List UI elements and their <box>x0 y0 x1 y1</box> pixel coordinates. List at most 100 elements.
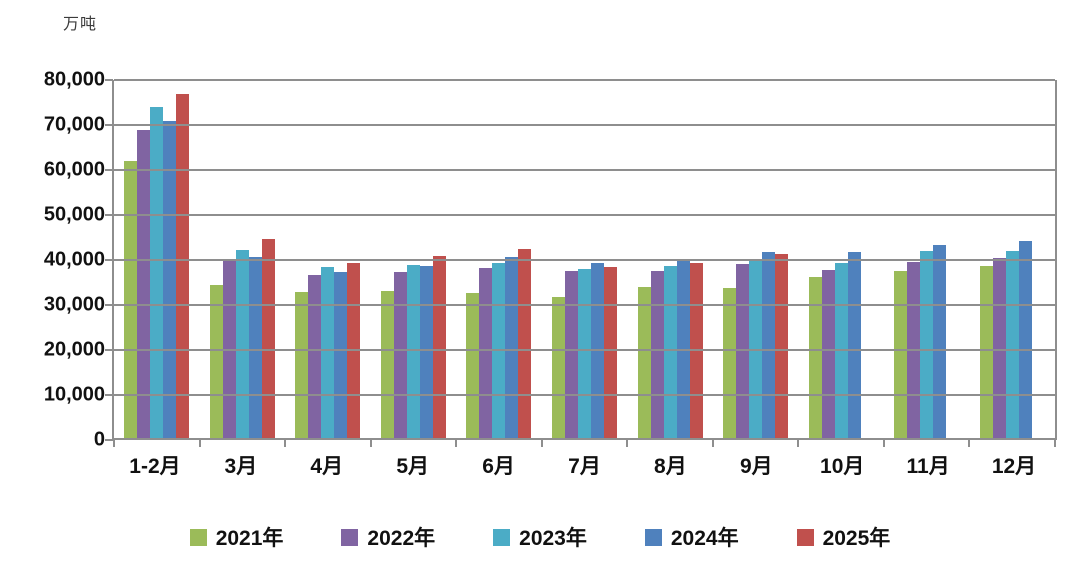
bar-2024年-4月 <box>334 271 348 438</box>
y-axis-label: 70,000 <box>43 113 105 136</box>
y-axis-tick <box>105 259 113 261</box>
bar-2021年-6月 <box>466 292 480 438</box>
legend-label: 2023年 <box>519 527 587 550</box>
bar-2025年-1-2月 <box>176 93 190 438</box>
x-axis-tick <box>711 439 714 447</box>
bar-2023年-7月 <box>578 268 591 438</box>
y-axis-tick <box>105 439 113 441</box>
legend: 2021年 2022年 2023年 2024年 2025年 <box>0 522 1080 552</box>
bar-2021年-8月 <box>637 286 651 438</box>
gridline <box>114 259 1055 261</box>
bar-2022年-5月 <box>393 272 407 438</box>
y-axis-label: 10,000 <box>43 383 105 406</box>
y-axis-label: 20,000 <box>43 338 105 361</box>
bar-2025年-3月 <box>261 239 275 438</box>
x-axis-tick <box>797 439 800 447</box>
bar-2022年-9月 <box>736 264 750 438</box>
legend-swatch-icon <box>341 528 359 546</box>
x-axis-label-10月: 10月 <box>820 455 865 478</box>
bar-2023年-4月 <box>321 266 335 438</box>
y-axis-label: 30,000 <box>43 293 105 316</box>
gridline <box>114 394 1055 396</box>
bar-2022年-6月 <box>479 267 493 438</box>
legend-item-2024年: 2024年 <box>644 522 739 552</box>
bar-2024年-5月 <box>419 265 433 438</box>
bar-2022年-4月 <box>308 275 322 438</box>
bar-2024年-12月 <box>1018 240 1032 438</box>
y-axis-tick <box>105 124 113 126</box>
plot-area <box>105 79 1057 447</box>
bar-2025年-7月 <box>604 266 617 438</box>
legend-item-2025年: 2025年 <box>796 522 891 552</box>
gridline <box>114 124 1055 126</box>
bar-2023年-3月 <box>235 249 249 438</box>
y-axis-tick <box>105 304 113 306</box>
bar-2023年-8月 <box>663 266 677 438</box>
x-axis-label-5月: 5月 <box>396 455 430 478</box>
bar-2022年-8月 <box>650 270 664 438</box>
x-axis-tick <box>113 439 115 447</box>
gridline <box>114 169 1055 171</box>
bar-2024年-8月 <box>676 258 690 438</box>
bar-group-1-2月 <box>114 80 200 438</box>
legend-item-2021年: 2021年 <box>189 522 283 552</box>
y-axis-label: 60,000 <box>43 158 105 181</box>
bar-2024年-3月 <box>248 257 262 438</box>
y-axis-label: 50,000 <box>43 203 105 226</box>
bar-group-11月 <box>884 80 970 438</box>
legend-swatch-icon <box>796 528 814 546</box>
bar-2024年-9月 <box>762 251 776 438</box>
x-axis-label-6月: 6月 <box>482 455 515 478</box>
bar-2022年-12月 <box>992 258 1006 438</box>
legend-swatch-icon <box>189 528 207 546</box>
x-axis-tick <box>968 439 971 447</box>
bar-2024年-10月 <box>847 252 861 438</box>
y-axis-label: 40,000 <box>43 248 105 271</box>
bar-2022年-7月 <box>565 270 578 438</box>
bar-2023年-5月 <box>406 264 420 438</box>
bar-2023年-12月 <box>1005 251 1019 438</box>
x-axis-label-1-2月: 1-2月 <box>129 455 181 478</box>
bar-2023年-1-2月 <box>150 107 164 438</box>
bar-2021年-1-2月 <box>124 161 138 438</box>
bar-2025年-9月 <box>775 253 789 438</box>
y-axis-tick <box>105 79 113 81</box>
x-axis-label-12月: 12月 <box>991 455 1037 478</box>
x-axis-label-4月: 4月 <box>310 455 344 478</box>
x-axis-tick <box>540 439 543 447</box>
bar-2021年-12月 <box>979 265 993 438</box>
bar-2024年-6月 <box>505 256 519 438</box>
x-axis-label-9月: 9月 <box>739 455 773 478</box>
x-axis-label-3月: 3月 <box>224 455 258 478</box>
bar-2021年-4月 <box>295 292 309 438</box>
bar-2021年-5月 <box>380 290 394 438</box>
bar-2021年-7月 <box>552 297 565 438</box>
gridline <box>114 214 1055 216</box>
bar-2021年-10月 <box>808 276 822 438</box>
y-axis-tick <box>105 349 113 351</box>
legend-label: 2024年 <box>670 527 739 550</box>
y-axis-unit-label: 万吨 <box>63 16 98 33</box>
x-axis-label-11月: 11月 <box>906 455 950 478</box>
bar-2022年-1-2月 <box>137 129 151 438</box>
x-axis-tick <box>369 439 372 447</box>
bar-2024年-1-2月 <box>163 121 177 438</box>
x-axis-label-7月: 7月 <box>568 455 601 478</box>
bar-2021年-9月 <box>723 287 737 438</box>
bar-2021年-11月 <box>894 270 908 438</box>
y-axis-label: 80,000 <box>43 68 105 91</box>
bar-2025年-5月 <box>432 256 446 438</box>
x-axis-tick <box>455 439 458 447</box>
legend-item-2023年: 2023年 <box>493 522 587 552</box>
x-axis-tick <box>626 439 629 447</box>
legend-swatch-icon <box>493 528 511 546</box>
bar-2024年-11月 <box>933 245 947 438</box>
bar-2025年-6月 <box>518 248 532 438</box>
legend-swatch-icon <box>644 528 662 546</box>
x-axis-tick <box>1054 439 1056 447</box>
gridline <box>114 79 1055 81</box>
bar-2023年-11月 <box>920 250 934 438</box>
legend-label: 2025年 <box>822 527 891 550</box>
x-axis-tick <box>882 439 885 447</box>
